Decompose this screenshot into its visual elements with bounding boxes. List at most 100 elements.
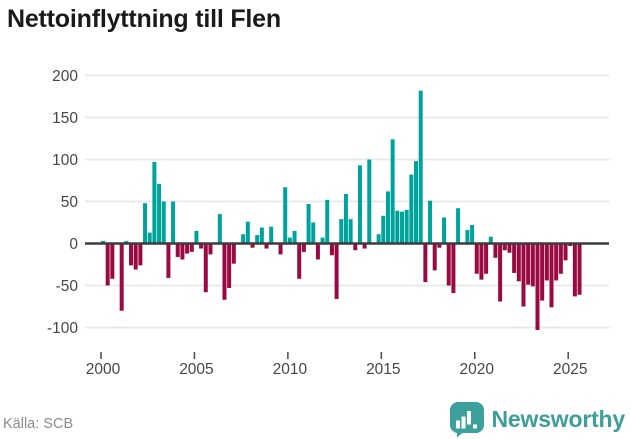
y-axis-tick-label: 0	[69, 236, 78, 253]
newsworthy-logo: Newsworthy	[449, 400, 625, 438]
bar-90	[521, 243, 526, 307]
bar-102	[577, 243, 582, 295]
bar-40	[287, 237, 292, 244]
bar-15	[171, 201, 176, 244]
y-axis-tick-label: 200	[52, 68, 78, 85]
bar-95	[544, 243, 549, 281]
bar-96	[549, 243, 554, 308]
source-label: Källa: SCB	[3, 416, 74, 432]
x-axis-tick-mark	[380, 352, 383, 359]
bar-82	[484, 243, 489, 274]
bar-67	[414, 161, 419, 244]
bar-16	[175, 243, 180, 257]
x-axis-tick-mark	[287, 352, 289, 359]
x-axis-tick-label: 2010	[273, 361, 308, 378]
page-title: Nettoinflyttning till Flen	[7, 5, 281, 33]
bar-57	[367, 159, 372, 244]
bar-7	[133, 243, 138, 270]
bar-71	[432, 243, 437, 271]
bar-5	[124, 240, 129, 244]
bar-59	[376, 234, 381, 244]
bar-49	[329, 243, 334, 256]
bar-36	[269, 226, 274, 244]
bar-75	[451, 243, 456, 294]
x-axis-tick-label: 2005	[179, 361, 213, 378]
bar-17	[180, 243, 185, 260]
bar-80	[474, 243, 479, 274]
y-axis-tick-label: -100	[47, 320, 78, 337]
bar-94	[540, 243, 545, 301]
bar-14	[166, 243, 171, 278]
y-axis-tick-label: 100	[52, 152, 78, 169]
bar-99	[563, 243, 568, 261]
bar-13	[161, 201, 166, 244]
x-axis-tick-mark	[100, 352, 102, 359]
y-axis-labels: 200 150 100 50 0 -50 -100	[47, 68, 78, 337]
bar-85	[498, 243, 503, 302]
bar-43	[301, 243, 306, 252]
bar-74	[446, 243, 451, 286]
bar-6	[129, 243, 134, 266]
bar-27	[227, 243, 232, 289]
x-axis-tick-label: 2020	[460, 361, 495, 378]
x-axis-labels: 2000 2005 2010 2015 2020 2025	[86, 352, 587, 378]
bar-87	[507, 243, 512, 253]
bar-39	[283, 187, 288, 244]
x-axis-tick-mark	[193, 352, 196, 359]
bar-50	[334, 243, 339, 299]
y-axis-tick-label: -50	[56, 278, 79, 295]
bar-61	[385, 191, 390, 244]
bar-42	[297, 243, 302, 279]
x-axis-tick-mark	[567, 352, 569, 359]
bar-60	[381, 215, 386, 244]
bar-2	[110, 243, 115, 279]
bar-30	[241, 234, 246, 244]
bar-65	[404, 209, 409, 244]
bar-76	[456, 208, 461, 244]
bar-19	[189, 243, 194, 252]
x-axis-tick-label: 2025	[553, 361, 587, 378]
bar-91	[526, 243, 531, 285]
bar-38	[278, 243, 283, 255]
bar-100	[568, 243, 573, 247]
bar-10	[147, 232, 152, 244]
bar-48	[325, 199, 330, 244]
bar-68	[418, 90, 423, 244]
bar-series	[101, 90, 582, 331]
bar-51	[339, 219, 344, 244]
brand-wordmark: Newsworthy	[491, 405, 626, 432]
bar-41	[292, 230, 297, 244]
bar-97	[554, 243, 559, 281]
y-axis-tick-label: 50	[61, 194, 79, 211]
bar-20	[194, 230, 199, 244]
bar-54	[353, 243, 358, 251]
bar-81	[479, 243, 484, 280]
bar-34	[259, 227, 264, 244]
bar-70	[428, 200, 433, 244]
bar-73	[442, 217, 447, 244]
bar-78	[465, 230, 470, 244]
x-axis-tick-mark	[474, 352, 476, 359]
bar-84	[493, 243, 498, 258]
bar-25	[217, 214, 222, 244]
bar-1	[105, 243, 110, 286]
bar-66	[409, 174, 414, 244]
bar-101	[572, 243, 577, 297]
bar-22	[203, 243, 208, 293]
bar-35	[264, 243, 269, 249]
bar-63	[395, 210, 400, 244]
bar-83	[488, 236, 493, 244]
bar-93	[535, 243, 540, 331]
bar-23	[208, 243, 213, 255]
bar-11	[152, 162, 157, 244]
bar-92	[530, 243, 535, 287]
bar-9	[143, 203, 148, 244]
bar-79	[470, 225, 475, 244]
bar-69	[423, 243, 428, 283]
bar-47	[320, 237, 325, 244]
bar-45	[311, 222, 316, 244]
bar-46	[315, 243, 320, 260]
bar-44	[306, 204, 311, 244]
bar-26	[222, 243, 227, 300]
